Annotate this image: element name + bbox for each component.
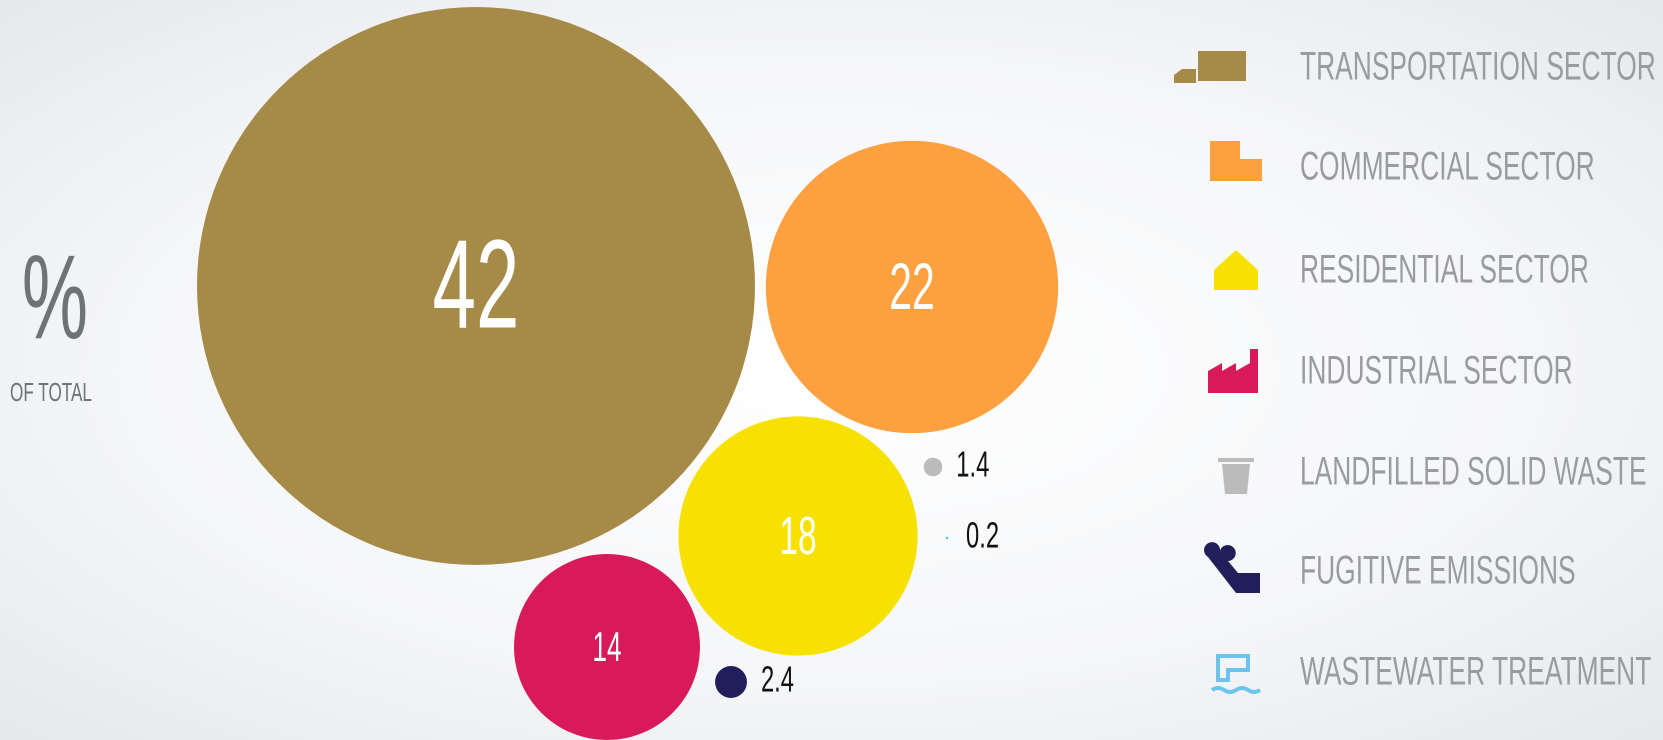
- legend-entry: WASTEWATER TREATMENT: [1300, 649, 1651, 694]
- bubble-label-group: 2.4: [761, 660, 794, 700]
- bubble-label-group: 0.2: [966, 516, 999, 556]
- bubble: [923, 457, 943, 477]
- bubble-label: 42: [433, 215, 520, 356]
- legend-entry-group: TRANSPORTATION SECTOR: [1300, 44, 1656, 89]
- legend-icon: [1174, 51, 1246, 83]
- legend-icon: [1208, 349, 1258, 393]
- legend-entry: COMMERCIAL SECTOR: [1300, 144, 1595, 189]
- bubble-label-group: 18: [779, 505, 816, 566]
- legend-entry: INDUSTRIAL SECTOR: [1300, 348, 1573, 393]
- legend-icon: [1210, 141, 1262, 181]
- axis-symbol: %: [22, 232, 88, 365]
- bubble-label-group: 1.4: [956, 445, 989, 485]
- legend-entry: RESIDENTIAL SECTOR: [1300, 247, 1589, 292]
- bubble-label: 1.4: [956, 445, 989, 485]
- legend-entry: TRANSPORTATION SECTOR: [1300, 44, 1656, 89]
- bubble-label: 0.2: [966, 516, 999, 556]
- bubble-label: 2.4: [761, 660, 794, 700]
- bubble-label-group: 14: [593, 624, 622, 671]
- bubble-label-group: 42: [433, 215, 520, 356]
- axis-label: OF TOTAL: [10, 377, 92, 407]
- legend-entry-group: LANDFILLED SOLID WASTE: [1300, 449, 1647, 494]
- bubble-label: 14: [593, 624, 622, 671]
- legend-entry-group: INDUSTRIAL SECTOR: [1300, 348, 1573, 393]
- legend-entry-group: RESIDENTIAL SECTOR: [1300, 247, 1589, 292]
- bubble: [197, 7, 755, 565]
- bubble: [765, 140, 1059, 434]
- bubble: [678, 416, 918, 656]
- legend-entry: LANDFILLED SOLID WASTE: [1300, 449, 1647, 494]
- bubble: [945, 536, 949, 540]
- legend-icon: [1214, 250, 1258, 290]
- bubble-label: 18: [779, 505, 816, 566]
- bubble: [514, 554, 700, 740]
- legend-entry-group: FUGITIVE EMISSIONS: [1300, 548, 1576, 593]
- legend-icon: [1210, 654, 1262, 694]
- legend-icon: [1204, 542, 1260, 593]
- legend-entry: FUGITIVE EMISSIONS: [1300, 548, 1576, 593]
- bubble: [715, 666, 747, 698]
- legend-icon: [1218, 458, 1254, 494]
- bubble-label: 22: [889, 249, 935, 324]
- legend-entry-group: COMMERCIAL SECTOR: [1300, 144, 1595, 189]
- legend-entry-group: WASTEWATER TREATMENT: [1300, 649, 1651, 694]
- bubble-label-group: 22: [889, 249, 935, 324]
